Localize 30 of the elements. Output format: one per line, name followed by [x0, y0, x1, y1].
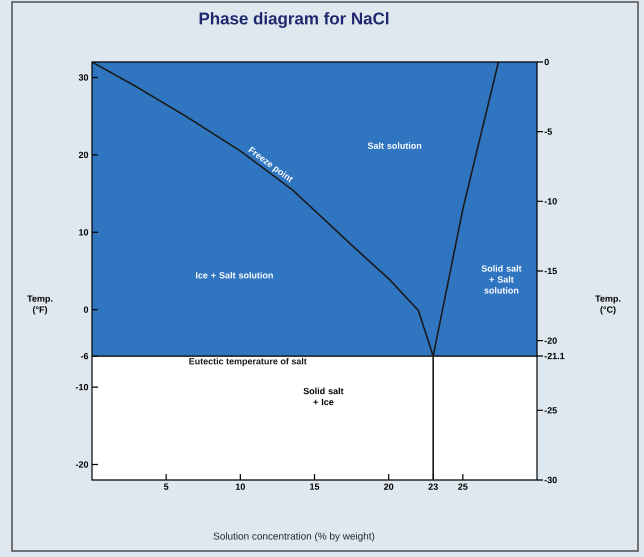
y2-tick-label: -25 [544, 407, 557, 414]
x-tick-label: 10 [236, 484, 245, 490]
y2-tick-label: -21.1 [544, 352, 564, 360]
y2-tick-label: -30 [544, 476, 557, 484]
x-tick-label: 5 [164, 484, 168, 490]
chart-title: Phase diagram for NaCl [200, 12, 388, 28]
y-tick-label: 30 [78, 74, 88, 81]
y-tick-label: -20 [76, 461, 88, 468]
y2-tick-label: -10 [544, 198, 557, 204]
y-tick-label: -10 [76, 384, 88, 390]
annotation: Salt solution [368, 142, 422, 149]
y2-tick-label: 0 [544, 58, 549, 66]
y2-tick-label: -5 [544, 128, 552, 135]
y-tick-label: 10 [79, 229, 88, 236]
y2-axis-title: Temp. (°C) [595, 295, 620, 314]
y-tick-label: -6 [80, 352, 88, 360]
x-tick-label: 23 [428, 484, 438, 490]
y-axis-title: Temp. (°F) [27, 295, 52, 314]
x-tick-label: 20 [384, 484, 394, 490]
y2-tick-label: -15 [544, 268, 557, 274]
annotation: Solid salt + Salt solution [481, 265, 522, 294]
y-tick-label: 20 [78, 152, 88, 158]
y2-tick-label: -20 [544, 337, 557, 344]
x-axis-title: Solution concentration (% by weight) [214, 532, 374, 542]
y-tick-label: 0 [84, 306, 88, 313]
annotation: Solid salt + Ice [304, 388, 344, 406]
annotation: Ice + Salt solution [196, 272, 273, 278]
ref-line-label: Eutectic temperature of salt [189, 358, 307, 366]
x-tick-label: 25 [458, 484, 468, 490]
x-tick-label: 15 [310, 484, 320, 490]
